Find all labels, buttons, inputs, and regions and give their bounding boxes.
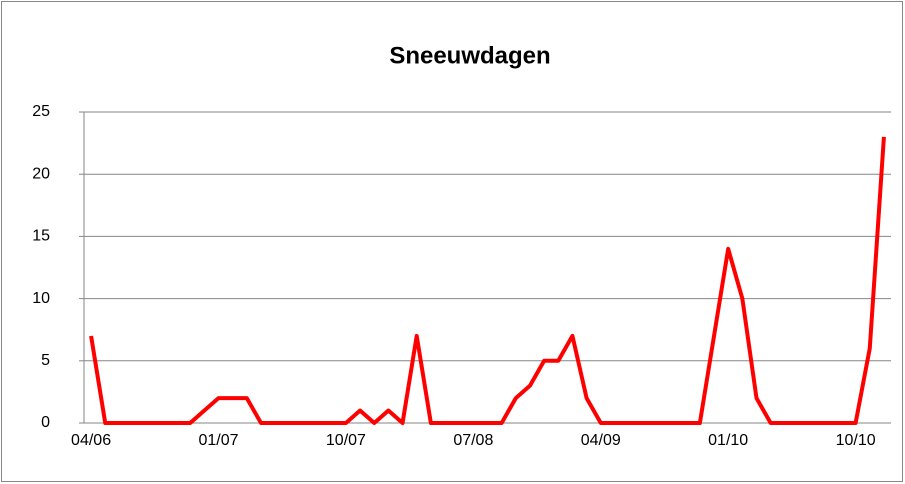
- y-tick-label: 0: [41, 414, 50, 431]
- x-tick-label: 10/07: [326, 432, 366, 449]
- x-tick-label: 04/09: [581, 432, 621, 449]
- data-line: [89, 136, 886, 425]
- x-tick-label: 01/07: [198, 432, 238, 449]
- y-tick-label: 10: [32, 290, 50, 307]
- y-tick-label: 20: [32, 165, 50, 182]
- y-tick-label: 25: [32, 103, 50, 120]
- y-tick-label: 5: [41, 352, 50, 369]
- chart-title: Sneeuwdagen: [389, 42, 550, 69]
- x-tick-label: 01/10: [708, 432, 748, 449]
- x-tick-label: 10/10: [836, 432, 876, 449]
- y-tick-label: 15: [32, 228, 50, 245]
- x-tick-label: 04/06: [71, 432, 111, 449]
- x-tick-label: 07/08: [453, 432, 493, 449]
